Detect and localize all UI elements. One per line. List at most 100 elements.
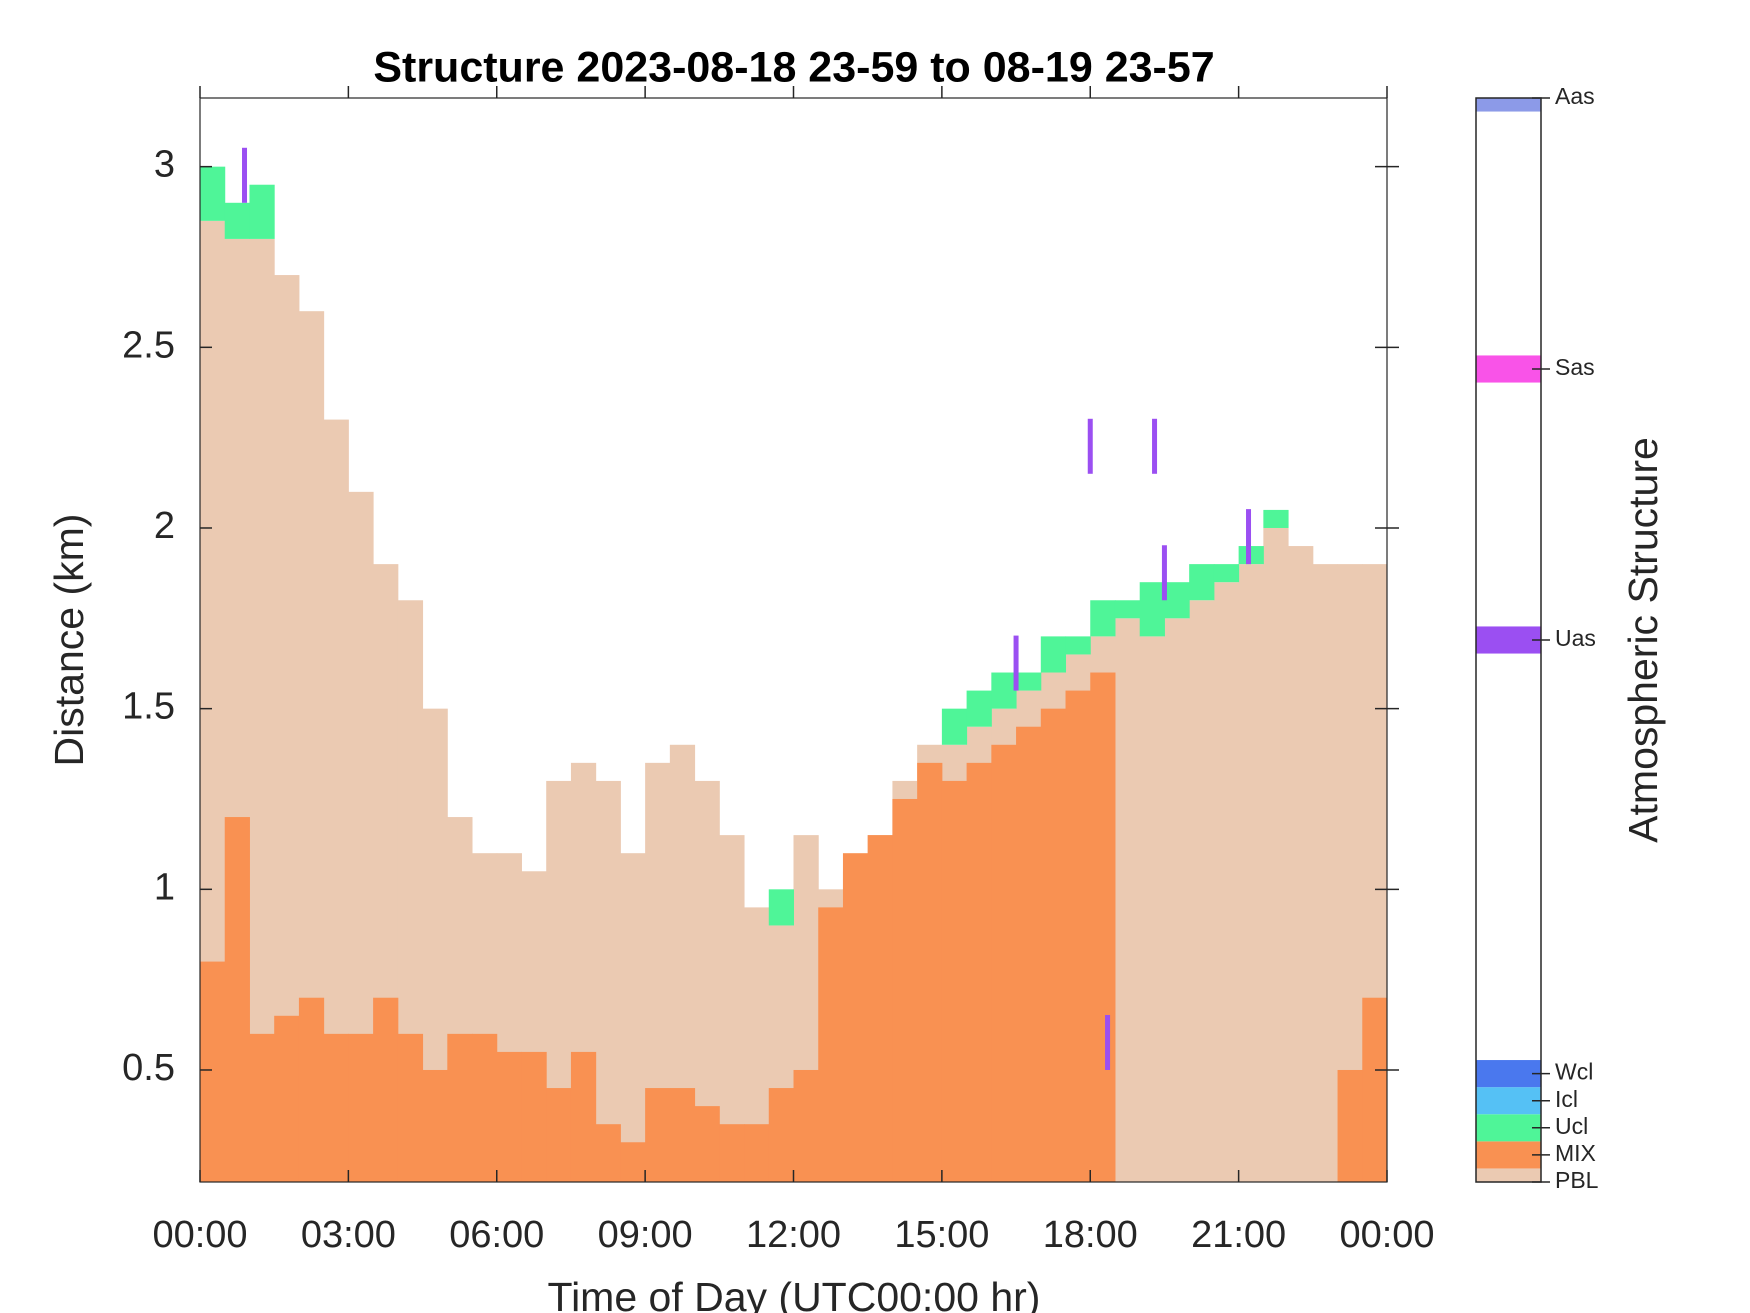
structure-bar	[768, 1088, 794, 1182]
structure-bar	[1016, 726, 1042, 1182]
structure-bar	[744, 1124, 770, 1182]
colorbar-tick-label: PBL	[1555, 1167, 1599, 1193]
structure-bar	[348, 1033, 374, 1182]
cloud-bar	[1065, 636, 1091, 655]
cloud-bar	[249, 184, 275, 239]
structure-bar	[867, 835, 893, 1182]
structure-bar	[966, 762, 992, 1182]
cloud-bar	[1040, 636, 1067, 673]
aerosol-mark	[1152, 418, 1158, 474]
structure-bar	[1114, 618, 1141, 1182]
structure-bar	[496, 1051, 522, 1182]
colorbar-band	[1476, 1141, 1541, 1169]
colorbar-band	[1476, 1060, 1541, 1088]
structure-bar	[274, 1015, 300, 1182]
cloud-bar	[1263, 509, 1289, 528]
structure-bar	[1139, 636, 1165, 1182]
colorbar-tick-label: Aas	[1555, 83, 1595, 109]
colorbar-label: Atmospheric Structure	[1620, 437, 1666, 843]
aerosol-mark	[242, 147, 248, 203]
cloud-bar	[768, 889, 794, 926]
colorbar-tick-label: Icl	[1555, 1086, 1578, 1112]
structure-bar	[472, 1033, 498, 1182]
chart-title: Structure 2023-08-18 23-59 to 08-19 23-5…	[373, 43, 1214, 91]
structure-bar	[818, 907, 844, 1182]
structure-bar	[397, 1033, 424, 1182]
aerosol-mark	[1246, 509, 1252, 565]
structure-bar	[595, 780, 621, 1182]
structure-bar	[892, 798, 918, 1182]
structure-bar	[991, 744, 1017, 1182]
cloud-bar	[1213, 564, 1240, 583]
structure-bar	[1337, 1069, 1363, 1182]
structure-bar	[422, 1069, 448, 1182]
y-tick-label: 3	[154, 144, 175, 186]
cloud-bar	[1189, 564, 1215, 601]
colorbar-band	[1476, 1168, 1541, 1182]
structure-bar	[298, 997, 325, 1182]
structure-bar	[200, 961, 226, 1182]
structure-bar	[793, 1069, 819, 1182]
structure-bar	[1288, 546, 1314, 1182]
aerosol-mark	[1087, 418, 1093, 474]
structure-bar	[373, 997, 399, 1182]
cloud-bar	[1114, 600, 1141, 619]
cloud-bar	[991, 672, 1017, 709]
structure-bar	[1189, 600, 1215, 1182]
x-tick-label: 15:00	[894, 1214, 989, 1256]
structure-bar	[249, 1033, 275, 1182]
structure-bar	[669, 1088, 696, 1182]
colorbar-band	[1476, 355, 1541, 383]
cloud-bar	[224, 202, 250, 239]
structure-bar	[1065, 690, 1091, 1182]
cloud-bar	[966, 690, 992, 727]
colorbar-band	[1476, 98, 1541, 112]
structure-bar	[1387, 1142, 1412, 1182]
cloud-bar	[941, 708, 968, 745]
y-axis-label: Distance (km)	[46, 514, 92, 767]
colorbar-band	[1476, 1114, 1541, 1142]
colorbar-band	[1476, 626, 1541, 654]
structure-bar	[941, 780, 968, 1182]
structure-bar	[224, 817, 250, 1182]
cloud-bar	[1238, 546, 1264, 565]
y-tick-label: 2.5	[122, 324, 175, 366]
y-tick-label: 0.5	[122, 1047, 175, 1089]
structure-bar	[620, 853, 646, 1182]
structure-bar	[447, 1033, 473, 1182]
structure-bar	[595, 1124, 621, 1182]
colorbar-tick-label: Wcl	[1555, 1059, 1593, 1085]
structure-bar	[546, 1088, 572, 1182]
structure-bar	[1312, 564, 1339, 1182]
structure-bar	[1387, 582, 1412, 1182]
cloud-bar	[200, 166, 226, 221]
aerosol-mark	[1105, 1014, 1111, 1070]
x-tick-label: 03:00	[301, 1214, 396, 1256]
y-tick-label: 1	[154, 866, 175, 908]
x-tick-label: 00:00	[152, 1214, 247, 1256]
x-tick-label: 21:00	[1191, 1214, 1286, 1256]
structure-bar	[917, 762, 943, 1182]
cloud-bar	[1164, 582, 1190, 619]
y-tick-label: 1.5	[122, 686, 175, 728]
colorbar-band	[1476, 1087, 1541, 1115]
structure-bar	[719, 1124, 745, 1182]
structure-bar	[1263, 527, 1289, 1182]
structure-bar	[1090, 672, 1116, 1182]
structure-bar	[1213, 582, 1240, 1182]
aerosol-mark	[1013, 635, 1019, 691]
colorbar-tick-label: Uas	[1555, 625, 1596, 651]
colorbar-tick-label: Ucl	[1555, 1113, 1588, 1139]
structure-bar	[1362, 997, 1387, 1182]
colorbar-tick-label: Sas	[1555, 354, 1595, 380]
cloud-bar	[1139, 582, 1165, 637]
structure-bar	[521, 1051, 547, 1182]
structure-bar	[620, 1142, 646, 1182]
structure-bar	[323, 1033, 349, 1182]
structure-bar	[842, 853, 869, 1182]
aerosol-mark	[1161, 545, 1167, 601]
cloud-bar	[1090, 600, 1116, 637]
colorbar-tick-label: MIX	[1555, 1140, 1596, 1166]
x-tick-label: 06:00	[449, 1214, 544, 1256]
